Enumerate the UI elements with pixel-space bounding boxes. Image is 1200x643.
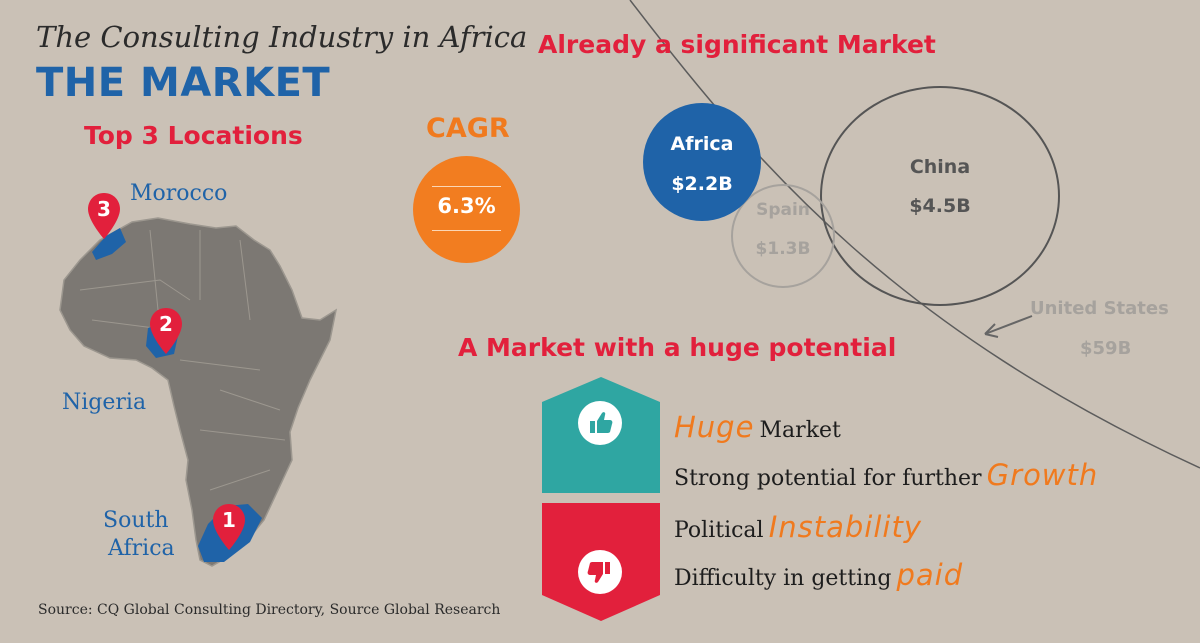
- africa-map: [59, 217, 338, 567]
- highlight-growth: Growth: [986, 458, 1099, 492]
- bubble-label-africa: Africa: [670, 133, 734, 155]
- pros-line-2-text: Strong potential for further: [674, 466, 982, 491]
- country-label-morocco: Morocco: [130, 181, 228, 206]
- bubble-spain: [731, 184, 835, 288]
- thumbs-up-icon: [578, 401, 622, 445]
- location-pin-nigeria: 2: [148, 306, 184, 356]
- top-locations-heading: Top 3 Locations: [84, 121, 303, 150]
- morocco-highlight: [92, 228, 126, 260]
- pros-line-1: Huge Market: [674, 410, 841, 444]
- bubble-label-spain: Spain: [756, 200, 810, 220]
- thumbs-down-icon: [578, 550, 622, 594]
- cagr-label: CAGR: [426, 113, 510, 144]
- pros-line-2: Strong potential for further Growth: [674, 458, 1098, 492]
- highlight-instability: Instability: [768, 510, 922, 544]
- bubble-value-united-states: $59B: [1080, 338, 1132, 359]
- pre-title: The Consulting Industry in Africa: [36, 20, 528, 54]
- country-label-south-africa-2: Africa: [108, 536, 175, 561]
- potential-heading: A Market with a huge potential: [458, 333, 897, 362]
- country-label-south-africa-1: South: [103, 508, 169, 533]
- cagr-divider-bottom: [432, 230, 501, 231]
- cagr-circle: [413, 156, 520, 263]
- cagr-divider-top: [432, 186, 501, 187]
- cons-line-1: Political Instability: [674, 510, 922, 544]
- country-label-nigeria: Nigeria: [62, 390, 147, 415]
- bubble-value-china: $4.5B: [909, 195, 971, 217]
- cons-line-1-text: Political: [674, 518, 764, 543]
- pin-rank-morocco: 3: [97, 197, 111, 221]
- pin-rank-south-africa: 1: [222, 508, 236, 532]
- bubble-label-china: China: [909, 156, 971, 178]
- cons-line-2-text: Difficulty in getting: [674, 566, 892, 591]
- market-heading: Already a significant Market: [538, 30, 936, 59]
- highlight-huge: Huge: [674, 410, 755, 444]
- source-note: Source: CQ Global Consulting Directory, …: [38, 602, 501, 618]
- bubble-value-spain: $1.3B: [755, 239, 811, 259]
- location-pin-south-africa: 1: [211, 502, 247, 552]
- bubble-value-africa: $2.2B: [671, 173, 733, 195]
- page-title: THE MARKET: [36, 60, 331, 106]
- cons-line-2: Difficulty in getting paid: [674, 558, 963, 592]
- cagr-value: 6.3%: [437, 194, 496, 218]
- highlight-paid: paid: [896, 558, 964, 592]
- pin-rank-nigeria: 2: [159, 312, 173, 336]
- bubble-label-united-states: United States: [1030, 298, 1169, 319]
- bubble-africa: [643, 103, 761, 221]
- bubble-china: [820, 86, 1060, 306]
- location-pin-morocco: 3: [86, 191, 122, 241]
- pros-line-1-text: Market: [759, 418, 841, 443]
